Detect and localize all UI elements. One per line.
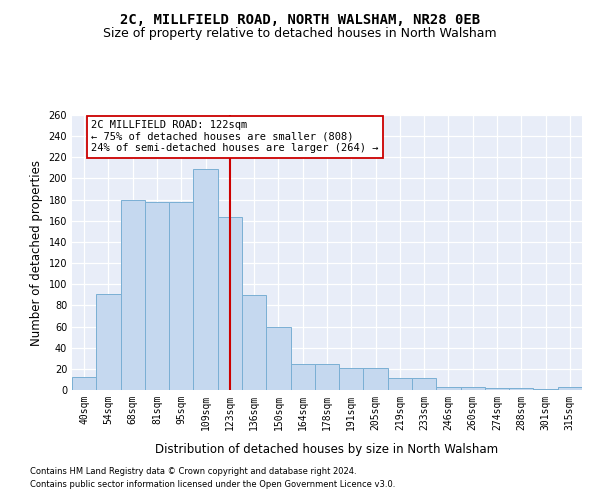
Bar [509, 388, 533, 390]
Bar [242, 295, 266, 390]
Bar [193, 169, 218, 390]
Text: 2C MILLFIELD ROAD: 122sqm
← 75% of detached houses are smaller (808)
24% of semi: 2C MILLFIELD ROAD: 122sqm ← 75% of detac… [91, 120, 379, 154]
Text: Distribution of detached houses by size in North Walsham: Distribution of detached houses by size … [155, 442, 499, 456]
Text: 2C, MILLFIELD ROAD, NORTH WALSHAM, NR28 0EB: 2C, MILLFIELD ROAD, NORTH WALSHAM, NR28 … [120, 12, 480, 26]
Bar [169, 202, 193, 390]
Y-axis label: Number of detached properties: Number of detached properties [30, 160, 43, 346]
Bar [266, 326, 290, 390]
Bar [436, 387, 461, 390]
Bar [72, 378, 96, 390]
Bar [339, 368, 364, 390]
Bar [558, 387, 582, 390]
Text: Contains public sector information licensed under the Open Government Licence v3: Contains public sector information licen… [30, 480, 395, 489]
Bar [461, 387, 485, 390]
Bar [533, 389, 558, 390]
Bar [388, 378, 412, 390]
Bar [290, 364, 315, 390]
Bar [485, 388, 509, 390]
Bar [412, 378, 436, 390]
Bar [145, 202, 169, 390]
Text: Size of property relative to detached houses in North Walsham: Size of property relative to detached ho… [103, 28, 497, 40]
Bar [96, 294, 121, 390]
Text: Contains HM Land Registry data © Crown copyright and database right 2024.: Contains HM Land Registry data © Crown c… [30, 467, 356, 476]
Bar [315, 364, 339, 390]
Bar [364, 368, 388, 390]
Bar [121, 200, 145, 390]
Bar [218, 216, 242, 390]
